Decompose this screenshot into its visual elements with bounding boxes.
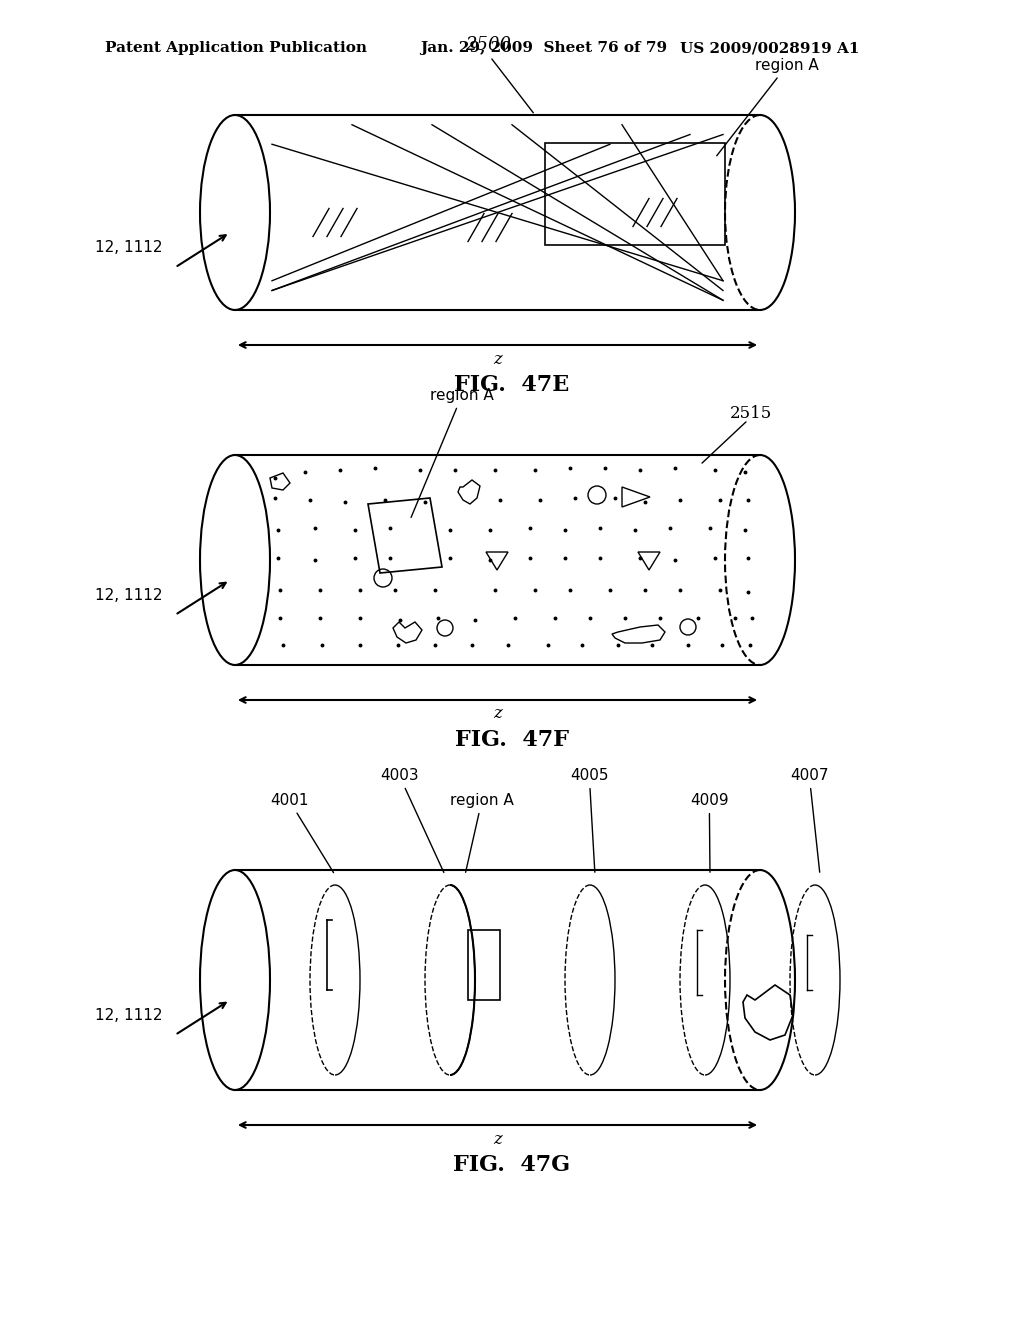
Text: 12, 1112: 12, 1112 [95, 587, 163, 602]
Text: z: z [494, 705, 502, 722]
Text: region A: region A [717, 58, 819, 156]
Text: US 2009/0028919 A1: US 2009/0028919 A1 [680, 41, 859, 55]
Text: 4009: 4009 [690, 793, 729, 873]
Bar [468, 931, 500, 1001]
Text: FIG.  47F: FIG. 47F [455, 729, 569, 751]
Text: 4003: 4003 [380, 768, 443, 873]
Text: 12, 1112: 12, 1112 [95, 1007, 163, 1023]
Bar [545, 143, 725, 246]
Text: Jan. 29, 2009  Sheet 76 of 79: Jan. 29, 2009 Sheet 76 of 79 [420, 41, 667, 55]
Text: region A: region A [411, 388, 494, 517]
Text: z: z [494, 351, 502, 367]
Text: 2515: 2515 [730, 404, 772, 421]
Text: FIG.  47G: FIG. 47G [454, 1154, 570, 1176]
Text: FIG.  47E: FIG. 47E [455, 374, 569, 396]
Text: 12, 1112: 12, 1112 [95, 240, 163, 255]
Text: 2500: 2500 [465, 36, 534, 112]
Text: 4005: 4005 [570, 768, 608, 873]
Text: 4007: 4007 [790, 768, 828, 873]
Text: z: z [494, 1130, 502, 1147]
Text: 4001: 4001 [270, 793, 334, 873]
Text: Patent Application Publication: Patent Application Publication [105, 41, 367, 55]
Text: region A: region A [450, 793, 514, 873]
